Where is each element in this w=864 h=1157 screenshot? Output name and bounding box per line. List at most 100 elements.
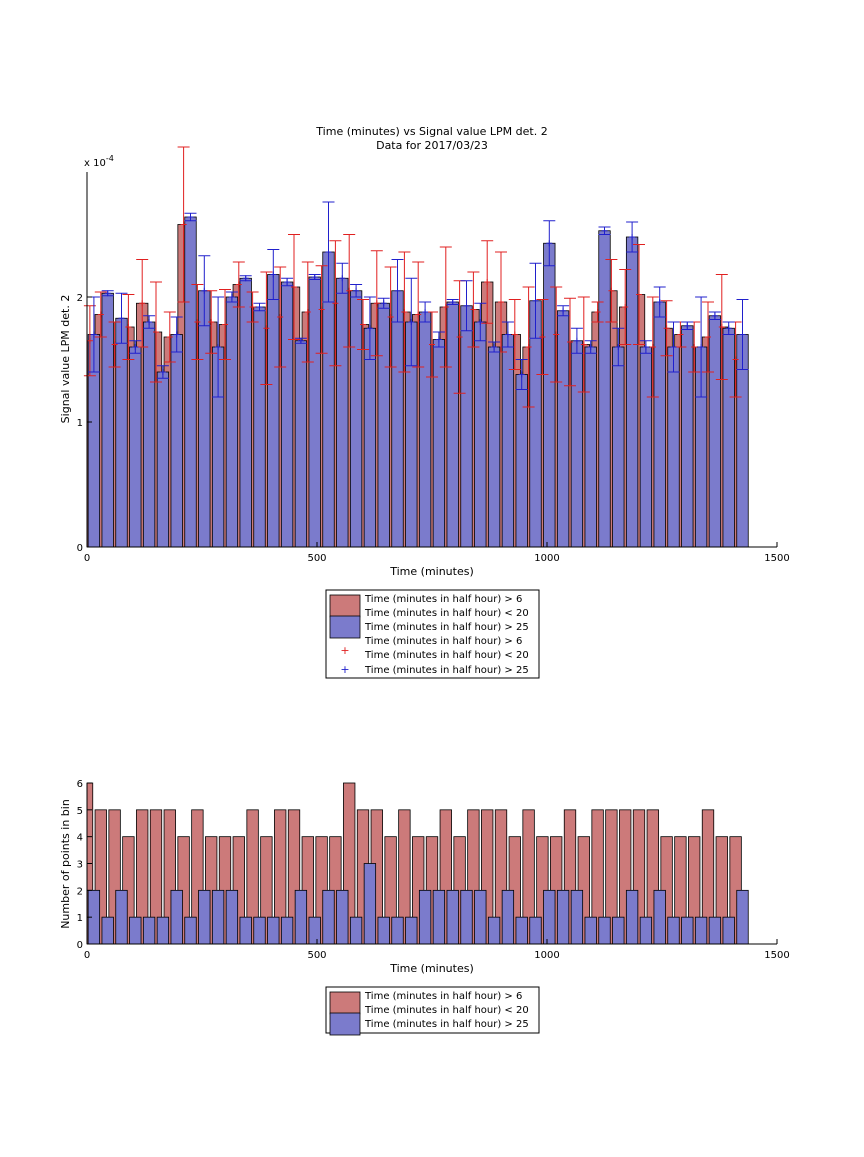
bar-blue [625,889,639,945]
x-tick-label: 1500 [764,553,789,564]
bar-blue [446,301,459,548]
bar-blue [101,292,114,548]
bar-blue [653,889,666,945]
y-tick-label: 0 [77,940,83,951]
legend-label: Time (minutes in half hour) > 25 [364,665,529,676]
y-tick-label: 2 [77,886,83,897]
bar-blue [418,311,432,548]
bar-blue [184,216,197,548]
x-tick-label: 500 [307,950,326,961]
bar-blue [377,302,390,548]
y-tick-label: 5 [77,806,83,817]
bar-blue [267,274,280,548]
bar-blue [639,916,653,945]
bar-blue [280,281,294,548]
bar-blue [667,346,680,548]
bar-blue [391,916,404,945]
bar-blue [239,277,252,548]
y-tick-label: 0 [77,543,83,554]
bar-blue [349,916,363,945]
bar-blue [653,301,666,548]
y-tick-label: 6 [77,779,83,790]
bar-blue [556,310,570,548]
top-y-ticks: 0 1 2 [77,293,92,554]
bar-blue [308,276,321,548]
top-legend: Time (minutes in half hour) > 6 Time (mi… [325,589,540,679]
bar-blue [543,889,556,945]
top-x-ticks: 0 500 1000 1500 [84,542,790,564]
bar-blue [722,916,735,945]
bar-blue [115,317,128,548]
bar-blue [377,916,390,945]
bar-blue [681,325,694,548]
y-tick-label: 3 [77,860,83,871]
bar-blue [308,916,321,945]
legend-label: Time (minutes in half hour) > 6 [364,594,522,605]
bar-blue [474,321,487,548]
legend-label: Time (minutes in half hour) > 6 [364,991,522,1002]
bottom-y-axis-label: Number of points in bin [59,799,72,929]
x-tick-label: 1000 [534,553,559,564]
bar-blue [460,305,473,548]
legend-label: Time (minutes in half hour) < 20 [364,1005,529,1016]
x-tick-label: 1500 [764,950,789,961]
bar-blue [336,889,349,945]
bar-blue [501,889,515,945]
chart-title: Time (minutes) vs Signal value LPM det. … [315,125,547,138]
legend-label: Time (minutes in half hour) < 20 [364,608,529,619]
bar-blue [211,889,225,945]
bar-blue [253,306,266,548]
bar-blue [474,889,487,945]
x-tick-label: 0 [84,950,90,961]
y-tick-label: 2 [77,293,83,304]
bar-blue [529,916,542,945]
bar-blue [515,916,528,945]
bar-blue [418,889,432,945]
bar-blue [598,230,611,548]
bar-blue [253,916,266,945]
bar-blue [543,242,556,548]
bar-blue [142,916,156,945]
bar-blue [556,889,570,945]
bar-blue [129,916,142,945]
bar-blue [639,346,653,548]
bar-blue [570,340,584,548]
bar-blue [184,916,197,945]
bar-blue [708,315,722,548]
bar-blue [129,346,142,548]
bar-blue [432,339,446,548]
bar-blue [612,916,625,945]
x-tick-label: 0 [84,553,90,564]
bar-blue [515,374,528,548]
bar-blue [570,889,584,945]
y-tick-label: 1 [77,913,83,924]
bar-blue [612,346,625,548]
bar-blue [142,321,156,548]
bar-blue [487,916,501,945]
bottom-legend-box [325,986,540,1034]
bar-blue [736,889,749,945]
legend-label: Time (minutes in half hour) > 25 [364,1019,529,1030]
legend-marker-red: + [340,644,349,657]
bar-blue [405,916,418,945]
legend-label: Time (minutes in half hour) > 25 [364,622,529,633]
bar-blue [584,916,597,945]
bar-blue [294,340,308,548]
bottom-x-axis-label: Time (minutes) [389,962,474,975]
bar-blue [239,916,252,945]
bar-blue [170,889,183,945]
bar-blue [694,916,708,945]
bar-blue [584,346,597,548]
legend-marker-blue: + [340,663,349,676]
bar-blue [156,371,170,548]
bar-blue [225,889,239,945]
bar-blue [432,889,446,945]
bottom-legend: Time (minutes in half hour) > 6 Time (mi… [325,986,540,1036]
legend-swatch-red-bar [329,594,361,618]
bottom-x-ticks: 0 500 1000 1500 [84,939,790,961]
x-tick-label: 1000 [534,950,559,961]
y-tick-label: 4 [77,833,83,844]
bottom-y-ticks: 0 1 2 3 4 5 6 [77,779,92,951]
bar-blue [349,290,363,548]
